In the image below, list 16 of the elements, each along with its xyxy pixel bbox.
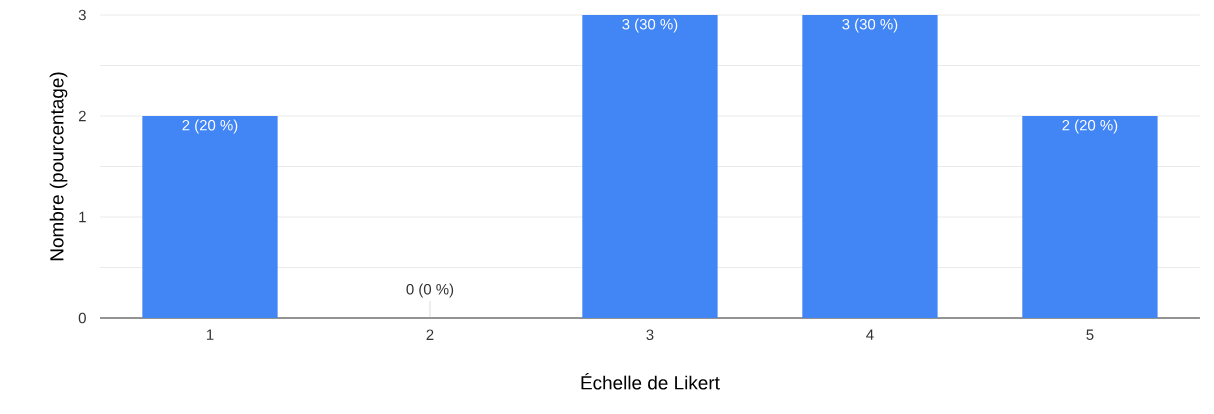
x-tick-label: 3 (646, 329, 654, 341)
y-tick-label: 1 (79, 211, 86, 223)
x-tick-label: 4 (866, 329, 874, 340)
y-tick-label: 2 (78, 110, 86, 122)
data-label: 2 (20 %) (1062, 119, 1118, 134)
x-tick-label: 2 (426, 329, 434, 340)
x-tick-label: 1 (206, 329, 214, 340)
y-axis-title: Nombre (pourcentage) (49, 72, 68, 261)
data-label: 2 (20 %) (182, 119, 238, 134)
x-tick-label: 5 (1086, 329, 1094, 340)
data-label: 3 (30 %) (622, 18, 678, 33)
data-label: 3 (30 %) (842, 18, 898, 33)
data-label: 0 (0 %) (406, 283, 454, 298)
y-tick-label: 3 (78, 9, 86, 21)
y-tick-label: 0 (78, 312, 86, 324)
x-axis-title: Échelle de Likert (581, 372, 720, 390)
